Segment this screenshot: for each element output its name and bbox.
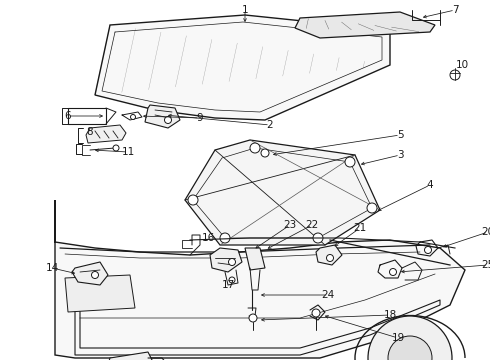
Text: 21: 21 <box>353 223 367 233</box>
Text: 7: 7 <box>452 5 458 15</box>
Circle shape <box>228 258 236 266</box>
Polygon shape <box>295 12 435 38</box>
Text: 1: 1 <box>242 5 248 15</box>
Circle shape <box>368 316 452 360</box>
Polygon shape <box>245 248 265 270</box>
Polygon shape <box>72 262 108 285</box>
Polygon shape <box>55 200 465 358</box>
Circle shape <box>390 269 396 275</box>
Circle shape <box>165 117 172 123</box>
Text: 3: 3 <box>397 150 403 160</box>
Circle shape <box>249 314 257 322</box>
Circle shape <box>220 233 230 243</box>
Text: 16: 16 <box>201 233 215 243</box>
Bar <box>68 108 106 124</box>
Polygon shape <box>65 275 135 312</box>
Circle shape <box>313 233 323 243</box>
Polygon shape <box>95 15 390 120</box>
Circle shape <box>229 277 235 283</box>
Circle shape <box>312 309 320 317</box>
Polygon shape <box>316 245 342 265</box>
Circle shape <box>261 149 269 157</box>
Text: 8: 8 <box>87 127 93 137</box>
Text: 24: 24 <box>321 290 335 300</box>
Circle shape <box>388 336 432 360</box>
Polygon shape <box>185 140 380 245</box>
Text: 22: 22 <box>305 220 318 230</box>
Text: 10: 10 <box>455 60 468 70</box>
Circle shape <box>113 145 119 151</box>
Circle shape <box>345 157 355 167</box>
Text: 11: 11 <box>122 147 135 157</box>
Circle shape <box>326 255 334 261</box>
Text: 23: 23 <box>283 220 296 230</box>
Circle shape <box>92 271 98 279</box>
Circle shape <box>188 195 198 205</box>
Circle shape <box>450 70 460 80</box>
Polygon shape <box>86 125 126 143</box>
Text: 5: 5 <box>397 130 403 140</box>
Text: 2: 2 <box>267 120 273 130</box>
Text: 9: 9 <box>196 113 203 123</box>
Text: 20: 20 <box>482 227 490 237</box>
Circle shape <box>424 247 432 253</box>
Text: 14: 14 <box>46 263 59 273</box>
Circle shape <box>367 203 377 213</box>
Circle shape <box>250 143 260 153</box>
Text: 18: 18 <box>383 310 396 320</box>
Text: 4: 4 <box>427 180 433 190</box>
Text: 19: 19 <box>392 333 405 343</box>
Polygon shape <box>145 105 180 128</box>
Polygon shape <box>210 248 242 272</box>
Text: 25: 25 <box>481 260 490 270</box>
Text: 6: 6 <box>65 111 72 121</box>
Polygon shape <box>108 352 152 360</box>
Circle shape <box>130 114 136 120</box>
Text: 17: 17 <box>221 280 235 290</box>
